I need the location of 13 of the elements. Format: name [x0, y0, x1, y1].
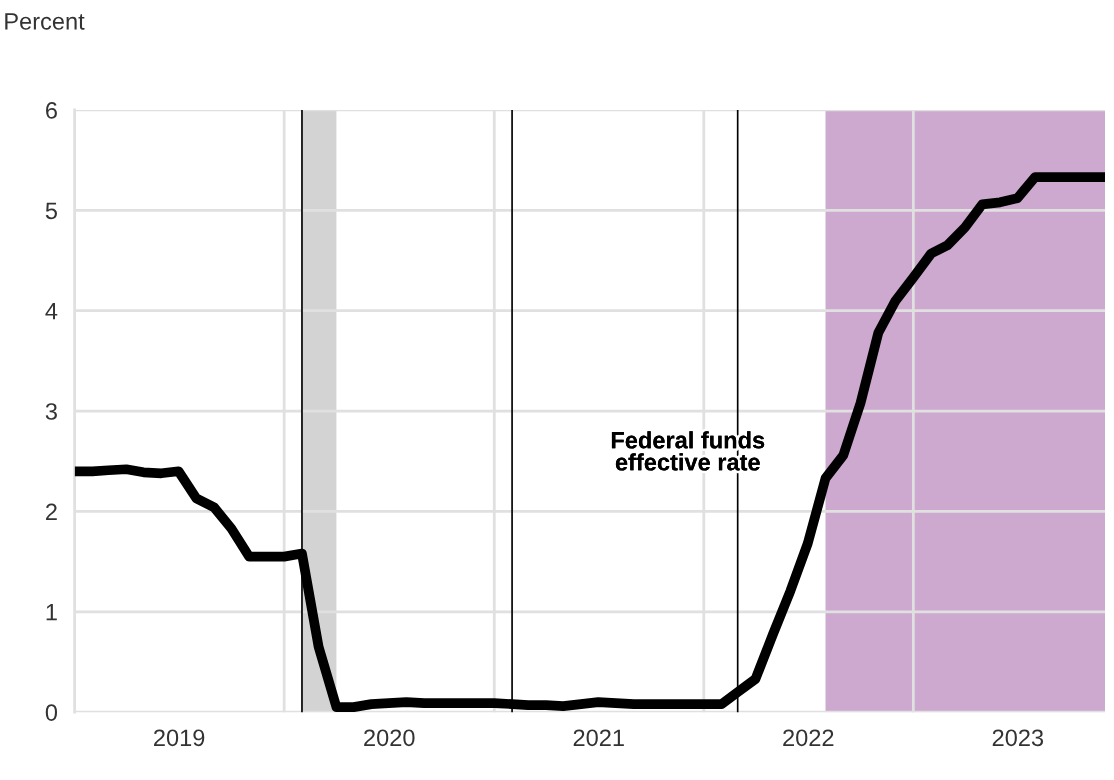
x-tick-label: 2023 [992, 729, 1044, 747]
y-tick-label: 5 [45, 202, 57, 220]
y-tick-label: 6 [46, 102, 57, 119]
y-axis-title: Percent [5, 13, 85, 30]
x-tick-label: 2020 [364, 729, 415, 747]
y-tick-label: 2 [46, 503, 57, 520]
y-tick-label: 0 [45, 704, 58, 721]
y-tick-label: 4 [45, 303, 58, 320]
x-tick-label: 2021 [573, 729, 624, 747]
x-tick-label: 2019 [154, 729, 205, 747]
x-tick-label: 2022 [783, 729, 834, 747]
y-tick-label: 3 [45, 403, 57, 420]
y-tick-label: 1 [46, 604, 57, 621]
